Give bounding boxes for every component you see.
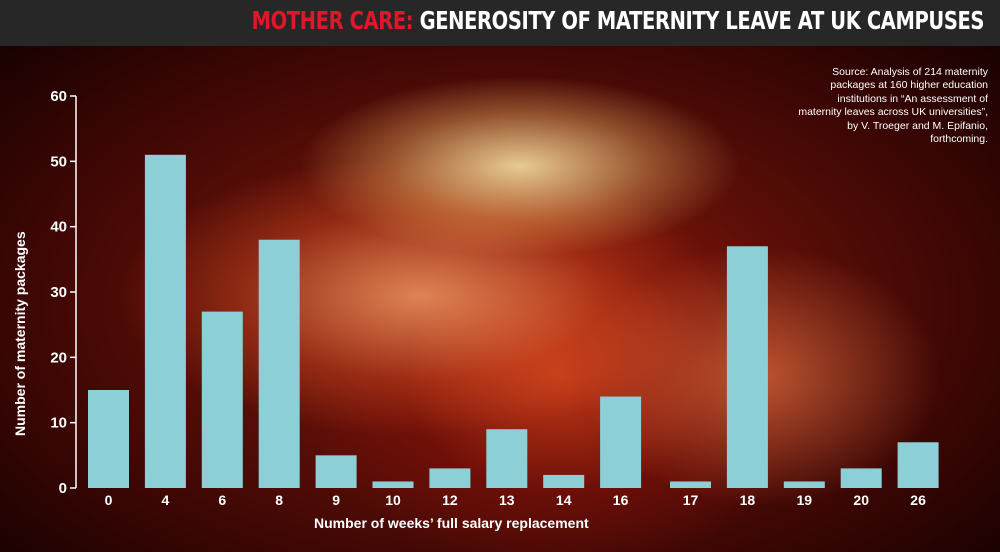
y-tick-label: 50 <box>50 153 67 170</box>
x-tick-label: 26 <box>910 492 926 508</box>
y-axis: 0 10 20 30 40 50 60 <box>50 88 77 497</box>
x-tick-label: 20 <box>853 492 869 508</box>
x-axis-ticks: 0 4 6 8 9 10 12 13 14 16 17 18 19 20 26 <box>105 492 926 508</box>
x-tick-label: 8 <box>275 492 283 508</box>
x-tick-label: 19 <box>797 492 813 508</box>
bars <box>88 154 939 489</box>
x-tick-label: 12 <box>442 492 458 508</box>
x-tick-label: 17 <box>683 492 699 508</box>
bar-19 <box>783 481 825 488</box>
y-tick-label: 0 <box>59 480 67 497</box>
x-tick-label: 9 <box>332 492 340 508</box>
bar-9 <box>315 455 357 488</box>
bar-6 <box>201 311 243 488</box>
bar-10 <box>372 481 414 488</box>
bar-18 <box>726 246 768 488</box>
y-tick-label: 10 <box>50 415 67 432</box>
bar-20 <box>840 468 882 488</box>
x-axis-label: Number of weeks’ full salary replacement <box>314 515 589 531</box>
bar-13 <box>486 429 528 488</box>
x-tick-label: 4 <box>162 492 170 508</box>
bar-0 <box>88 390 129 488</box>
source-note: Source: Analysis of 214 maternity packag… <box>798 66 988 146</box>
x-tick-label: 6 <box>218 492 226 508</box>
bar-12 <box>429 468 471 488</box>
x-tick-label: 13 <box>499 492 515 508</box>
title-accent: MOTHER CARE: <box>251 6 414 35</box>
bar-17 <box>670 481 711 488</box>
x-tick-label: 14 <box>556 492 572 508</box>
y-tick-label: 30 <box>50 284 67 301</box>
x-tick-label: 16 <box>613 492 629 508</box>
y-tick-label: 40 <box>50 219 67 236</box>
x-tick-label: 0 <box>105 492 113 508</box>
bar-26 <box>897 442 939 488</box>
chart-title: MOTHER CARE: GENEROSITY OF MATERNITY LEA… <box>251 6 985 35</box>
bar-14 <box>543 474 585 488</box>
title-bar: MOTHER CARE: GENEROSITY OF MATERNITY LEA… <box>0 0 1000 46</box>
y-tick-label: 60 <box>50 88 67 105</box>
title-main: GENEROSITY OF MATERNITY LEAVE AT UK CAMP… <box>419 6 985 35</box>
bar-4 <box>144 154 186 489</box>
bar-8 <box>258 239 300 488</box>
x-tick-label: 18 <box>740 492 756 508</box>
y-axis-label: Number of maternity packages <box>12 231 28 436</box>
y-tick-label: 20 <box>50 349 67 366</box>
x-tick-label: 10 <box>385 492 401 508</box>
bar-16 <box>600 396 642 488</box>
